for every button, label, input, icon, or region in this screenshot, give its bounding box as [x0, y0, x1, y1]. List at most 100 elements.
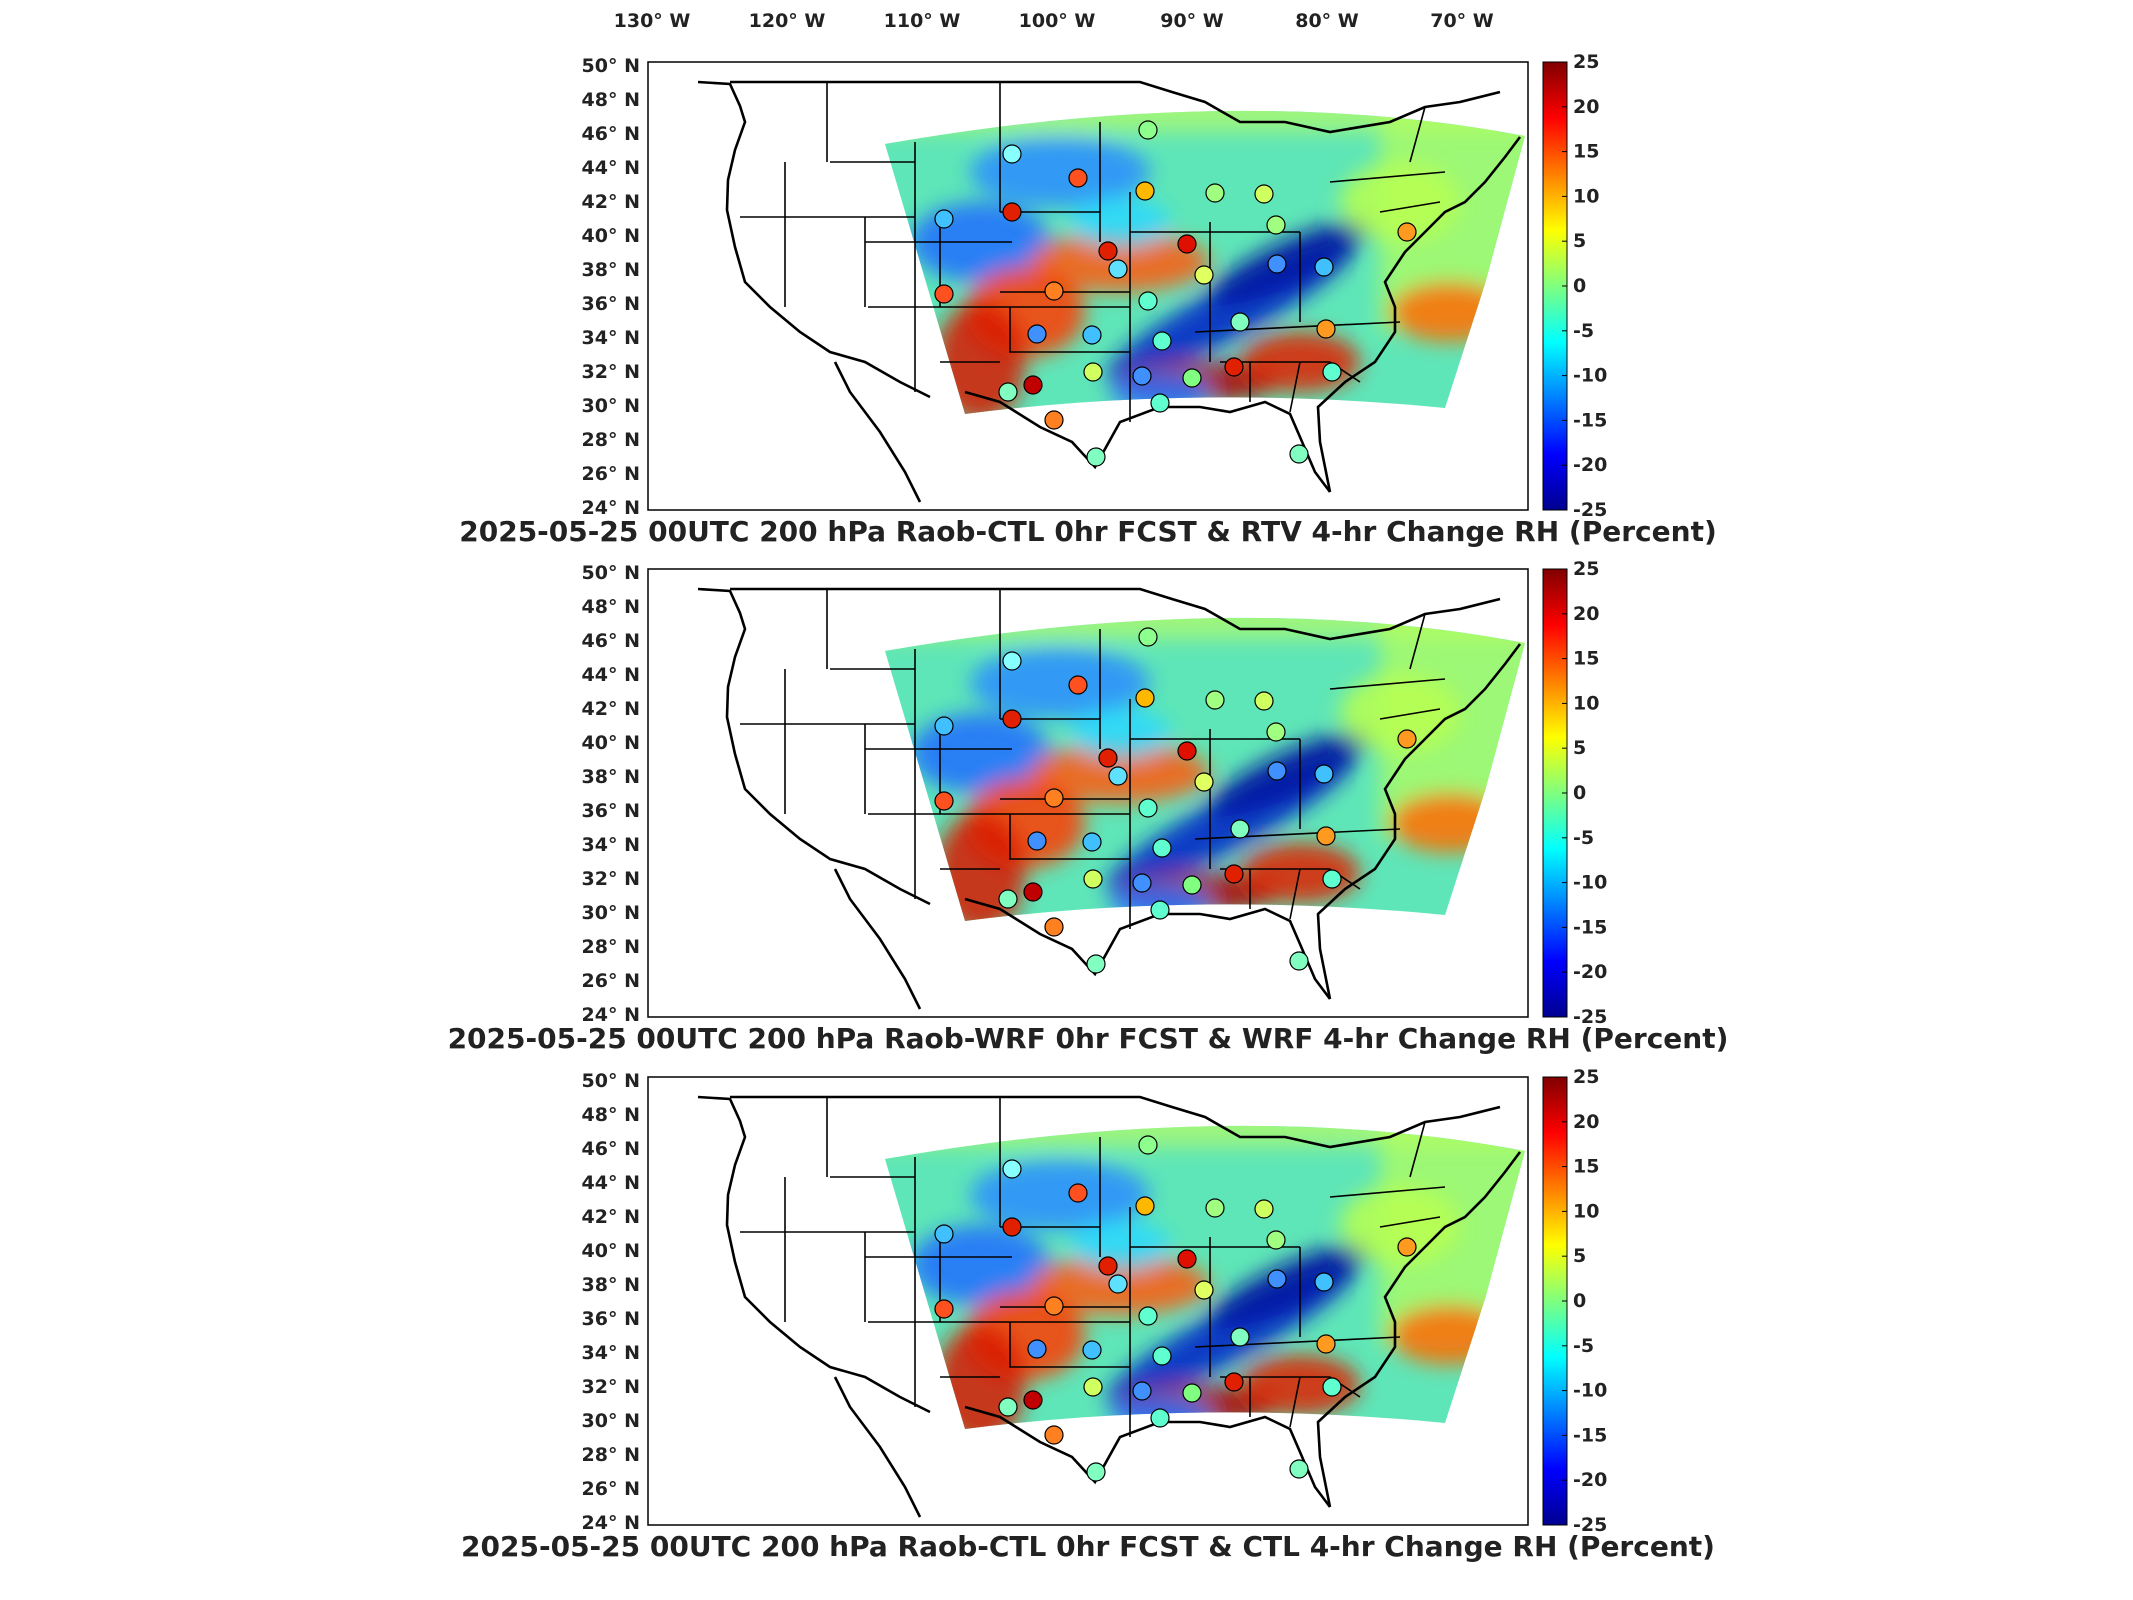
lat-tick-label: 28° N: [582, 429, 640, 451]
raob-station-marker: [934, 1299, 954, 1319]
raob-station-marker: [1044, 410, 1064, 430]
lon-tick-label: 80° W: [1295, 10, 1359, 32]
colorbar-tick-label: -10: [1573, 1380, 1607, 1402]
lat-tick-label: 46° N: [582, 1138, 640, 1160]
raob-station-marker: [1205, 1198, 1225, 1218]
lon-tick-label: 70° W: [1430, 10, 1494, 32]
raob-station-marker: [1182, 1383, 1202, 1403]
raob-station-marker: [1230, 819, 1250, 839]
lat-tick-label: 38° N: [582, 766, 640, 788]
colorbar-tick-label: 20: [1573, 1111, 1599, 1133]
raob-station-marker: [1254, 691, 1274, 711]
raob-station-marker: [1044, 1425, 1064, 1445]
panel-title: 2025-05-25 00UTC 200 hPa Raob-WRF 0hr FC…: [448, 1022, 1729, 1055]
colorbar-tick-label: -20: [1573, 1469, 1607, 1491]
raob-station-marker: [1289, 1459, 1309, 1479]
raob-station-marker: [1138, 1306, 1158, 1326]
map-boundaries: [697, 587, 1522, 1010]
lon-tick-label: 120° W: [749, 10, 826, 32]
lat-tick-label: 42° N: [582, 191, 640, 213]
colorbar-tick-label: -15: [1573, 409, 1607, 431]
raob-station-marker: [1314, 764, 1334, 784]
lat-tick-label: 46° N: [582, 630, 640, 652]
raob-station-marker: [934, 791, 954, 811]
raob-station-marker: [1098, 1256, 1118, 1276]
raob-station-marker: [1177, 234, 1197, 254]
lat-tick-label: 50° N: [582, 55, 640, 77]
raob-station-marker: [1083, 1377, 1103, 1397]
raob-station-marker: [1289, 951, 1309, 971]
panel-title: 2025-05-25 00UTC 200 hPa Raob-CTL 0hr FC…: [461, 1530, 1715, 1563]
lat-tick-label: 48° N: [582, 596, 640, 618]
lat-tick-label: 40° N: [582, 732, 640, 754]
lat-tick-label: 24° N: [582, 1004, 640, 1026]
lat-tick-label: 46° N: [582, 123, 640, 145]
raob-station-marker: [1314, 1272, 1334, 1292]
raob-station-marker: [1267, 1269, 1287, 1289]
colorbar-tick-label: 25: [1573, 1066, 1599, 1088]
lat-tick-label: 34° N: [582, 327, 640, 349]
raob-station-marker: [1150, 1408, 1170, 1428]
map-frame: [647, 61, 1529, 511]
colorbar-tick-label: 5: [1573, 230, 1586, 252]
lat-tick-label: 50° N: [582, 1070, 640, 1092]
raob-station-marker: [1083, 869, 1103, 889]
raob-station-marker: [1023, 375, 1043, 395]
colorbar-tick-label: -15: [1573, 1424, 1607, 1446]
lon-tick-label: 90° W: [1160, 10, 1224, 32]
raob-station-marker: [1138, 1135, 1158, 1155]
raob-station-marker: [1002, 1217, 1022, 1237]
lat-tick-label: 38° N: [582, 1274, 640, 1296]
colorbar-tick-label: 0: [1573, 275, 1586, 297]
raob-station-marker: [1289, 444, 1309, 464]
colorbar-tick-label: -25: [1573, 1006, 1607, 1028]
colorbar-tick-label: 15: [1573, 1156, 1599, 1178]
longitude-axis: 130° W 120° W 110° W 100° W 90° W 80° W 70° W: [614, 10, 1494, 32]
raob-station-marker: [1068, 1183, 1088, 1203]
raob-station-marker: [1152, 1346, 1172, 1366]
raob-station-marker: [1083, 362, 1103, 382]
lat-tick-label: 24° N: [582, 497, 640, 519]
lat-tick-label: 38° N: [582, 259, 640, 281]
raob-station-marker: [1023, 882, 1043, 902]
raob-station-marker: [1397, 1237, 1417, 1257]
colorbar-tick-label: -5: [1573, 1335, 1594, 1357]
raob-station-marker: [1132, 1381, 1152, 1401]
raob-station-marker: [1182, 875, 1202, 895]
lat-tick-label: 50° N: [582, 562, 640, 584]
colorbar-tick-label: 0: [1573, 1290, 1586, 1312]
lat-tick-label: 32° N: [582, 361, 640, 383]
raob-station-marker: [1177, 741, 1197, 761]
raob-station-marker: [1397, 222, 1417, 242]
colorbar-tick-label: -10: [1573, 365, 1607, 387]
raob-station-marker: [1224, 357, 1244, 377]
raob-station-marker: [998, 1397, 1018, 1417]
raob-station-marker: [1182, 368, 1202, 388]
lat-tick-label: 48° N: [582, 89, 640, 111]
colorbar-tick-label: 15: [1573, 141, 1599, 163]
lat-tick-label: 28° N: [582, 1444, 640, 1466]
colorbar-tick-label: 5: [1573, 1245, 1586, 1267]
raob-station-marker: [1267, 254, 1287, 274]
lat-tick-label: 42° N: [582, 698, 640, 720]
colorbar-tick-label: 20: [1573, 603, 1599, 625]
raob-station-marker: [1098, 748, 1118, 768]
map-boundaries: [697, 1095, 1522, 1518]
colorbar-tick-label: -15: [1573, 916, 1607, 938]
lat-tick-label: 26° N: [582, 970, 640, 992]
colorbar-tick-label: -5: [1573, 827, 1594, 849]
raob-station-marker: [1138, 120, 1158, 140]
lon-tick-label: 110° W: [884, 10, 961, 32]
raob-station-marker: [1135, 1196, 1155, 1216]
lat-tick-label: 30° N: [582, 1410, 640, 1432]
raob-station-marker: [1150, 900, 1170, 920]
raob-station-marker: [1267, 761, 1287, 781]
raob-station-marker: [1254, 1199, 1274, 1219]
raob-station-marker: [1205, 183, 1225, 203]
colorbar-tick-label: -25: [1573, 499, 1607, 521]
raob-station-marker: [1150, 393, 1170, 413]
raob-station-marker: [1027, 831, 1047, 851]
raob-station-marker: [1177, 1249, 1197, 1269]
panel-title: 2025-05-25 00UTC 200 hPa Raob-CTL 0hr FC…: [459, 515, 1717, 548]
